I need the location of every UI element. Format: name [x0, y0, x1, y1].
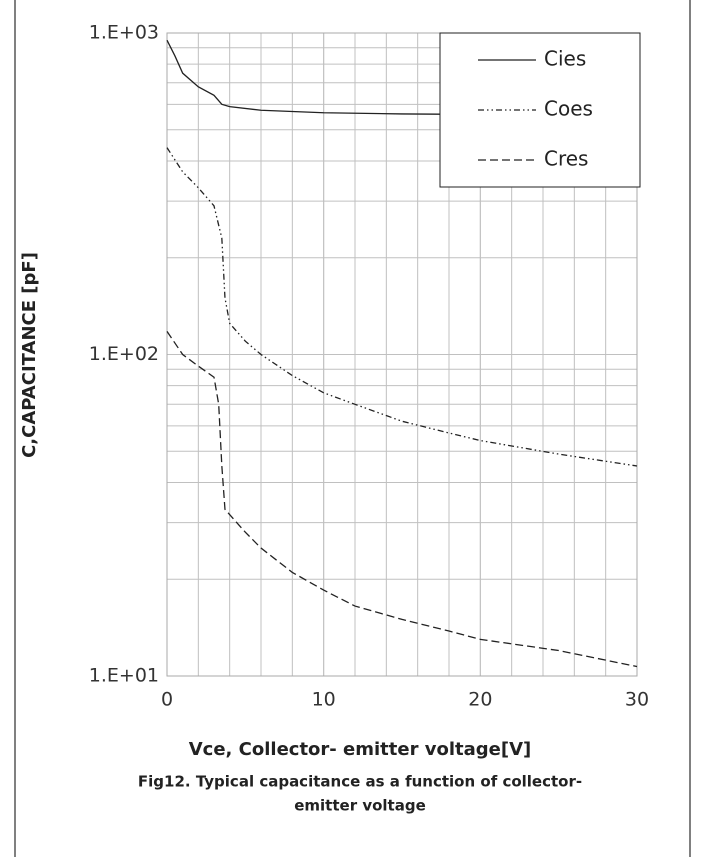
series-line: [166, 331, 638, 668]
legend-box: [439, 32, 641, 188]
y-tick-label: 1.E+02: [89, 343, 159, 365]
caption-line: Fig12. Typical capacitance as a function…: [138, 773, 582, 791]
x-tick-label: 10: [312, 689, 336, 711]
y-axis-label: C,CAPACITANCE [pF]: [19, 252, 40, 458]
x-tick-label: 0: [161, 689, 173, 711]
legend-label: Coes: [544, 97, 593, 121]
legend: Cies Coes Cres: [439, 32, 641, 188]
x-axis-label: Vce, Collector- emitter voltage[V]: [189, 739, 531, 760]
legend-label: Cies: [544, 47, 586, 71]
caption-line: emitter voltage: [294, 797, 426, 815]
y-tick-label: 1.E+03: [89, 22, 159, 44]
x-tick-label: 30: [625, 689, 649, 711]
plot-border: [166, 32, 638, 677]
y-tick-label: 1.E+01: [89, 665, 159, 687]
lines: [166, 39, 638, 668]
series-line: [166, 39, 638, 116]
series-line: [166, 147, 638, 467]
x-tick-label: 20: [468, 689, 492, 711]
legend-label: Cres: [544, 147, 588, 171]
